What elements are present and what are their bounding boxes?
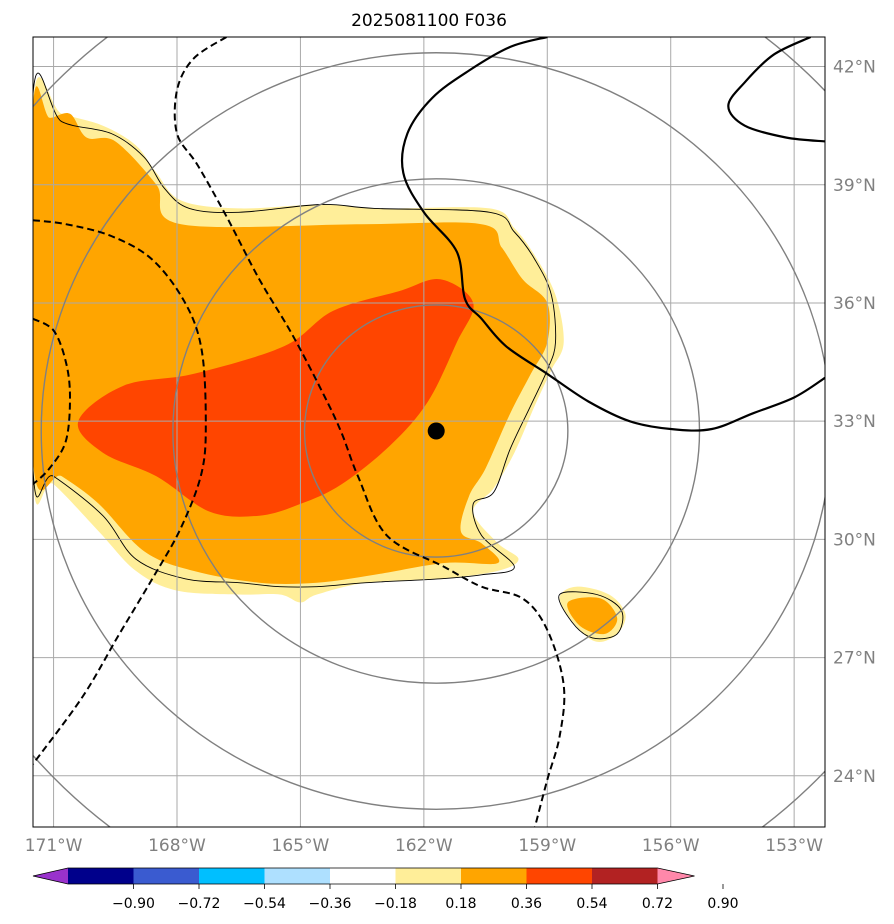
colorbar-tick-label: 0.54: [576, 896, 607, 912]
x-tick-label: 162°W: [395, 836, 453, 856]
range-ring-2: [40, 52, 825, 810]
y-tick-label: 27°N: [833, 649, 876, 669]
colorbar-segment: [68, 868, 134, 884]
colorbar-segment: [592, 868, 658, 884]
dashed-contours: [33, 37, 566, 827]
center-marker-group: [427, 422, 445, 440]
colorbar-tick-label: −0.18: [374, 896, 417, 912]
y-tick-label: 33°N: [833, 412, 876, 432]
colorbar-under-arrow: [33, 868, 68, 884]
y-tick-label: 36°N: [833, 294, 876, 314]
x-axis-ticks: 171°W 168°W 165°W 162°W 159°W 156°W 153°W: [25, 836, 824, 856]
gridlines: [33, 37, 825, 827]
solid-contours: [400, 37, 825, 432]
colorbar-segment: [199, 868, 265, 884]
chart-title: 2025081100 F036: [351, 11, 507, 31]
colorbar-outline: [32, 867, 695, 885]
plot-frame: [32, 36, 826, 828]
colorbar-tick-label: 0.18: [445, 896, 476, 912]
outline-contour-0: [33, 72, 557, 588]
colorbar-segment: [133, 868, 200, 884]
colorbar-segment: [264, 868, 331, 884]
fill-outline-contours: [33, 72, 624, 640]
dashed-contour-0: [173, 37, 566, 827]
colorbar-tick-label: 0.90: [707, 896, 738, 912]
colorbar-tick-label: 0.36: [511, 896, 542, 912]
solid-contour-1: [727, 37, 825, 143]
x-tick-label: 168°W: [148, 836, 206, 856]
outline-contour-1: [558, 591, 624, 640]
x-tick-label: 171°W: [25, 836, 83, 856]
colorbar-tick-label: −0.36: [309, 896, 352, 912]
dashed-contour-1: [33, 219, 207, 765]
colorbar-segment: [330, 868, 396, 884]
colorbar-segment: [395, 868, 462, 884]
x-tick-label: 165°W: [272, 836, 330, 856]
solid-contour-0: [400, 37, 825, 432]
y-tick-label: 24°N: [833, 767, 876, 787]
y-tick-label: 39°N: [833, 176, 876, 196]
x-tick-label: 159°W: [518, 836, 576, 856]
colorbar: −0.90 −0.72 −0.54 −0.36 −0.18 0.18 0.36 0.54 0.7…: [32, 867, 739, 912]
x-tick-label: 153°W: [765, 836, 823, 856]
dashed-contour-2: [33, 317, 72, 485]
colorbar-segment: [461, 868, 527, 884]
colorbar-tick-label: −0.72: [178, 896, 221, 912]
y-tick-label: 42°N: [833, 58, 876, 78]
colorbar-segment: [526, 868, 593, 884]
colorbar-tick-label: −0.90: [112, 896, 155, 912]
center-marker: [427, 422, 445, 440]
x-tick-label: 156°W: [642, 836, 700, 856]
colorbar-tick-label: −0.54: [243, 896, 286, 912]
range-ring-0: [303, 304, 569, 558]
y-tick-label: 30°N: [833, 530, 876, 550]
colorbar-over-arrow: [657, 868, 695, 884]
filled-contours: [33, 77, 626, 643]
colorbar-tick-label: 0.72: [642, 896, 673, 912]
y-axis-ticks: 24°N 27°N 30°N 33°N 36°N 39°N 42°N: [833, 58, 876, 787]
